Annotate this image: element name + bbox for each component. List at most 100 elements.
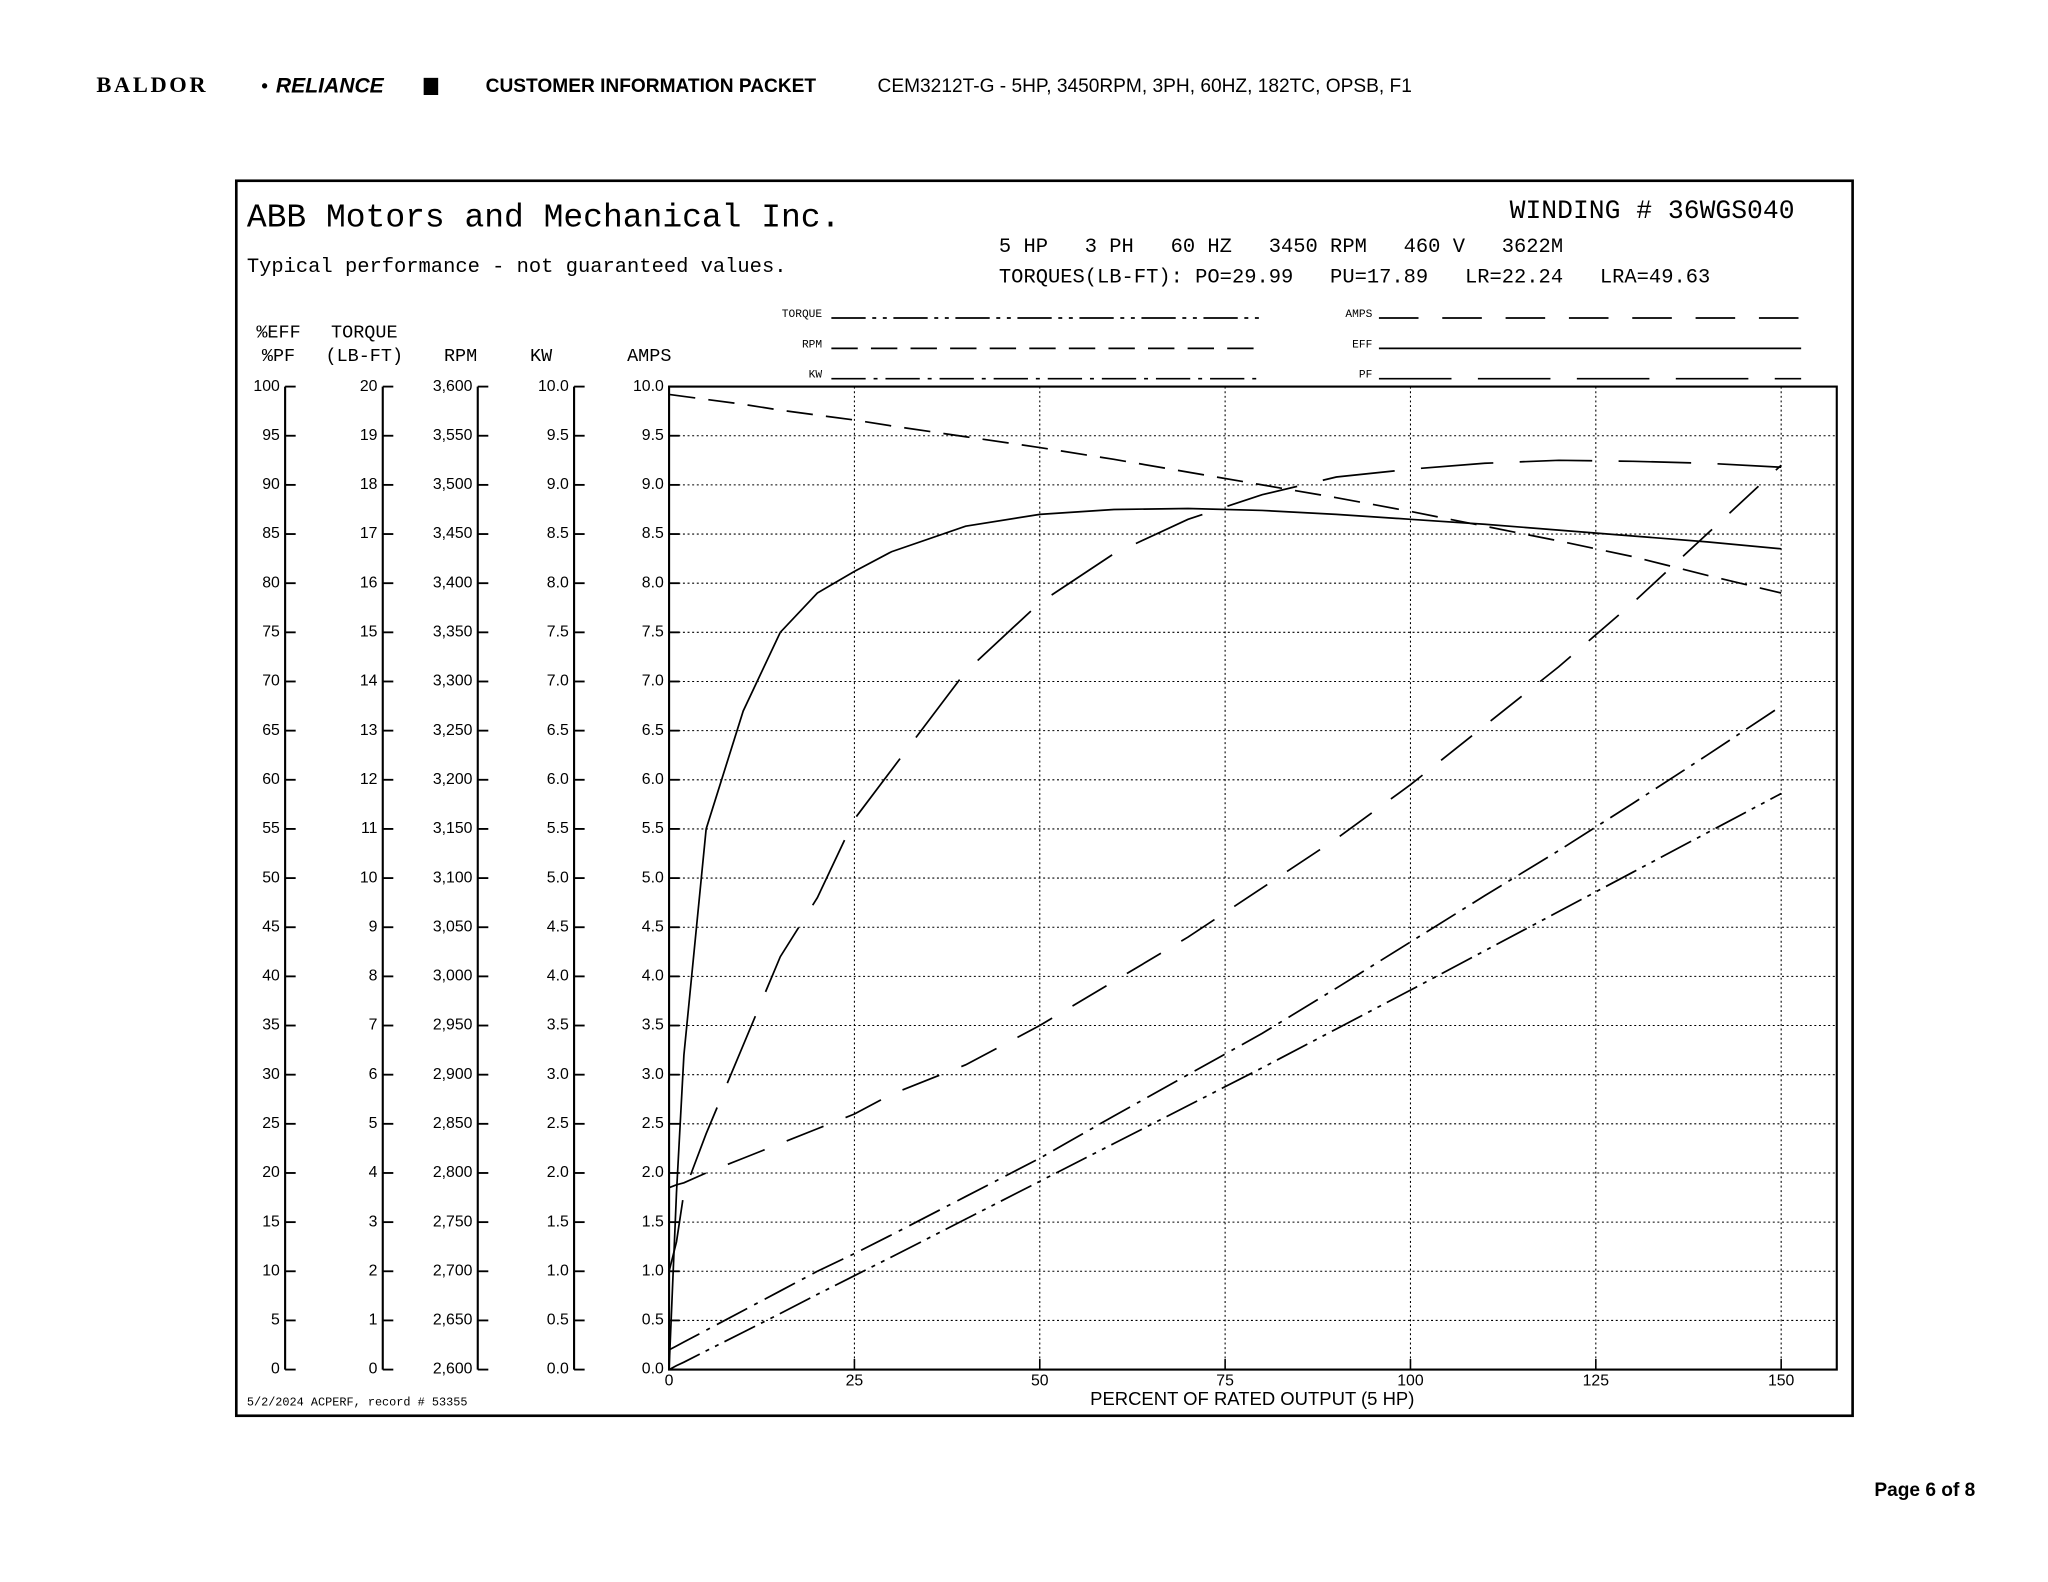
y-tick-label: 3.5 bbox=[642, 1017, 664, 1034]
y-tick-label: 9.0 bbox=[547, 476, 569, 493]
y-tick-label: 9.5 bbox=[547, 427, 569, 444]
y-tick-label: 8.0 bbox=[642, 574, 664, 591]
y-tick-label: 7.0 bbox=[642, 673, 664, 690]
y-tick-label: 3,050 bbox=[433, 918, 473, 935]
y-tick-label: 80 bbox=[262, 574, 280, 591]
y-tick-label: 3.0 bbox=[547, 1066, 569, 1083]
legend-label: AMPS bbox=[1345, 309, 1372, 321]
model-description: CEM3212T-G - 5HP, 3450RPM, 3PH, 60HZ, 18… bbox=[878, 76, 1412, 97]
x-tick-label: 50 bbox=[1031, 1373, 1049, 1390]
series-line bbox=[668, 393, 1782, 594]
y-tick-label: 9 bbox=[369, 918, 378, 935]
y-tick-label: 10.0 bbox=[538, 378, 569, 395]
y-tick-label: 25 bbox=[262, 1115, 280, 1132]
y-tick-label: 10 bbox=[360, 869, 378, 886]
y-tick-label: 15 bbox=[262, 1213, 280, 1230]
legend-label: KW bbox=[809, 370, 823, 382]
y-tick-label: 90 bbox=[262, 476, 280, 493]
y-tick-label: 4.5 bbox=[642, 918, 664, 935]
y-tick-label: 7.0 bbox=[547, 673, 569, 690]
y-tick-label: 13 bbox=[360, 722, 378, 739]
y-tick-label: 2,600 bbox=[433, 1361, 473, 1378]
y-tick-label: 9.0 bbox=[642, 476, 664, 493]
y-tick-label: 75 bbox=[262, 624, 280, 641]
y-tick-label: 11 bbox=[361, 820, 378, 837]
y-tick-label: 3.0 bbox=[642, 1066, 664, 1083]
y-tick-label: 18 bbox=[360, 476, 378, 493]
y-tick-label: 2,800 bbox=[433, 1164, 473, 1181]
y-tick-label: 3,100 bbox=[433, 869, 473, 886]
y-tick-label: 50 bbox=[262, 869, 280, 886]
y-tick-label: 7 bbox=[369, 1017, 378, 1034]
y-tick-label: 12 bbox=[360, 771, 378, 788]
y-tick-label: 3,300 bbox=[433, 673, 473, 690]
y-tick-label: 1.0 bbox=[642, 1262, 664, 1279]
y-tick-label: 65 bbox=[262, 722, 280, 739]
y-tick-label: 10.0 bbox=[633, 378, 664, 395]
y-tick-label: 60 bbox=[262, 771, 280, 788]
y-tick-label: 2 bbox=[369, 1262, 378, 1279]
y-tick-label: 3,550 bbox=[433, 427, 473, 444]
y-tick-label: 2.0 bbox=[547, 1164, 569, 1181]
y-tick-label: 5.0 bbox=[547, 869, 569, 886]
y-tick-label: 2,700 bbox=[433, 1262, 473, 1279]
y-tick-label: 40 bbox=[262, 968, 280, 985]
y-tick-label: 2.0 bbox=[642, 1164, 664, 1181]
y-tick-label: 8 bbox=[369, 968, 378, 985]
y-tick-label: 7.5 bbox=[547, 624, 569, 641]
y-tick-label: 2,900 bbox=[433, 1066, 473, 1083]
record-info: 5/2/2024 ACPERF, record # 53355 bbox=[247, 1396, 468, 1410]
series-line bbox=[668, 459, 1782, 1272]
logo-icon bbox=[423, 77, 439, 95]
y-tick-label: 5.0 bbox=[642, 869, 664, 886]
y-tick-label: 5 bbox=[369, 1115, 378, 1132]
y-tick-label: 3,250 bbox=[433, 722, 473, 739]
y-tick-label: 2,650 bbox=[433, 1312, 473, 1329]
y-tick-label: 6.5 bbox=[642, 722, 664, 739]
legend-label: TORQUE bbox=[782, 309, 823, 321]
y-tick-label: 4.5 bbox=[547, 918, 569, 935]
packet-title: CUSTOMER INFORMATION PACKET bbox=[486, 76, 817, 97]
logo-left: BALDOR bbox=[96, 72, 208, 97]
y-tick-label: 6 bbox=[369, 1066, 378, 1083]
legend-label: EFF bbox=[1352, 339, 1372, 351]
y-tick-label: 0.5 bbox=[642, 1312, 664, 1329]
y-axis-title: (LB-FT) bbox=[325, 346, 403, 367]
y-tick-label: 3,200 bbox=[433, 771, 473, 788]
y-tick-label: 1.0 bbox=[547, 1262, 569, 1279]
y-axis-title: TORQUE bbox=[331, 322, 398, 343]
y-axis-title: %EFF bbox=[256, 322, 300, 343]
x-tick-label: 0 bbox=[665, 1373, 674, 1390]
y-axis-title: RPM bbox=[444, 346, 477, 367]
y-tick-label: 3,600 bbox=[433, 378, 473, 395]
x-tick-label: 75 bbox=[1216, 1373, 1234, 1390]
y-tick-label: 85 bbox=[262, 525, 280, 542]
y-tick-label: 3,350 bbox=[433, 624, 473, 641]
y-tick-label: 2.5 bbox=[642, 1115, 664, 1132]
x-axis-title: PERCENT OF RATED OUTPUT (5 HP) bbox=[1090, 1388, 1414, 1409]
y-tick-label: 5.5 bbox=[642, 820, 664, 837]
y-tick-label: 0.0 bbox=[642, 1361, 664, 1378]
legend-label: PF bbox=[1359, 370, 1372, 382]
y-tick-label: 45 bbox=[262, 918, 280, 935]
y-tick-label: 1.5 bbox=[547, 1213, 569, 1230]
y-tick-label: 3,450 bbox=[433, 525, 473, 542]
x-tick-label: 25 bbox=[846, 1373, 864, 1390]
y-tick-label: 20 bbox=[360, 378, 378, 395]
y-tick-label: 9.5 bbox=[642, 427, 664, 444]
y-tick-label: 2,750 bbox=[433, 1213, 473, 1230]
y-tick-label: 6.0 bbox=[547, 771, 569, 788]
series-line bbox=[668, 507, 1782, 1370]
x-tick-label: 125 bbox=[1583, 1373, 1610, 1390]
x-tick-label: 150 bbox=[1768, 1373, 1795, 1390]
y-tick-label: 4.0 bbox=[547, 968, 569, 985]
logo-separator: • bbox=[261, 75, 267, 96]
y-tick-label: 10 bbox=[262, 1262, 280, 1279]
y-tick-label: 3,000 bbox=[433, 968, 473, 985]
y-tick-label: 5 bbox=[271, 1312, 280, 1329]
y-tick-label: 17 bbox=[360, 525, 378, 542]
y-axis-title: KW bbox=[530, 346, 553, 367]
y-tick-label: 35 bbox=[262, 1017, 280, 1034]
y-tick-label: 0.0 bbox=[547, 1361, 569, 1378]
